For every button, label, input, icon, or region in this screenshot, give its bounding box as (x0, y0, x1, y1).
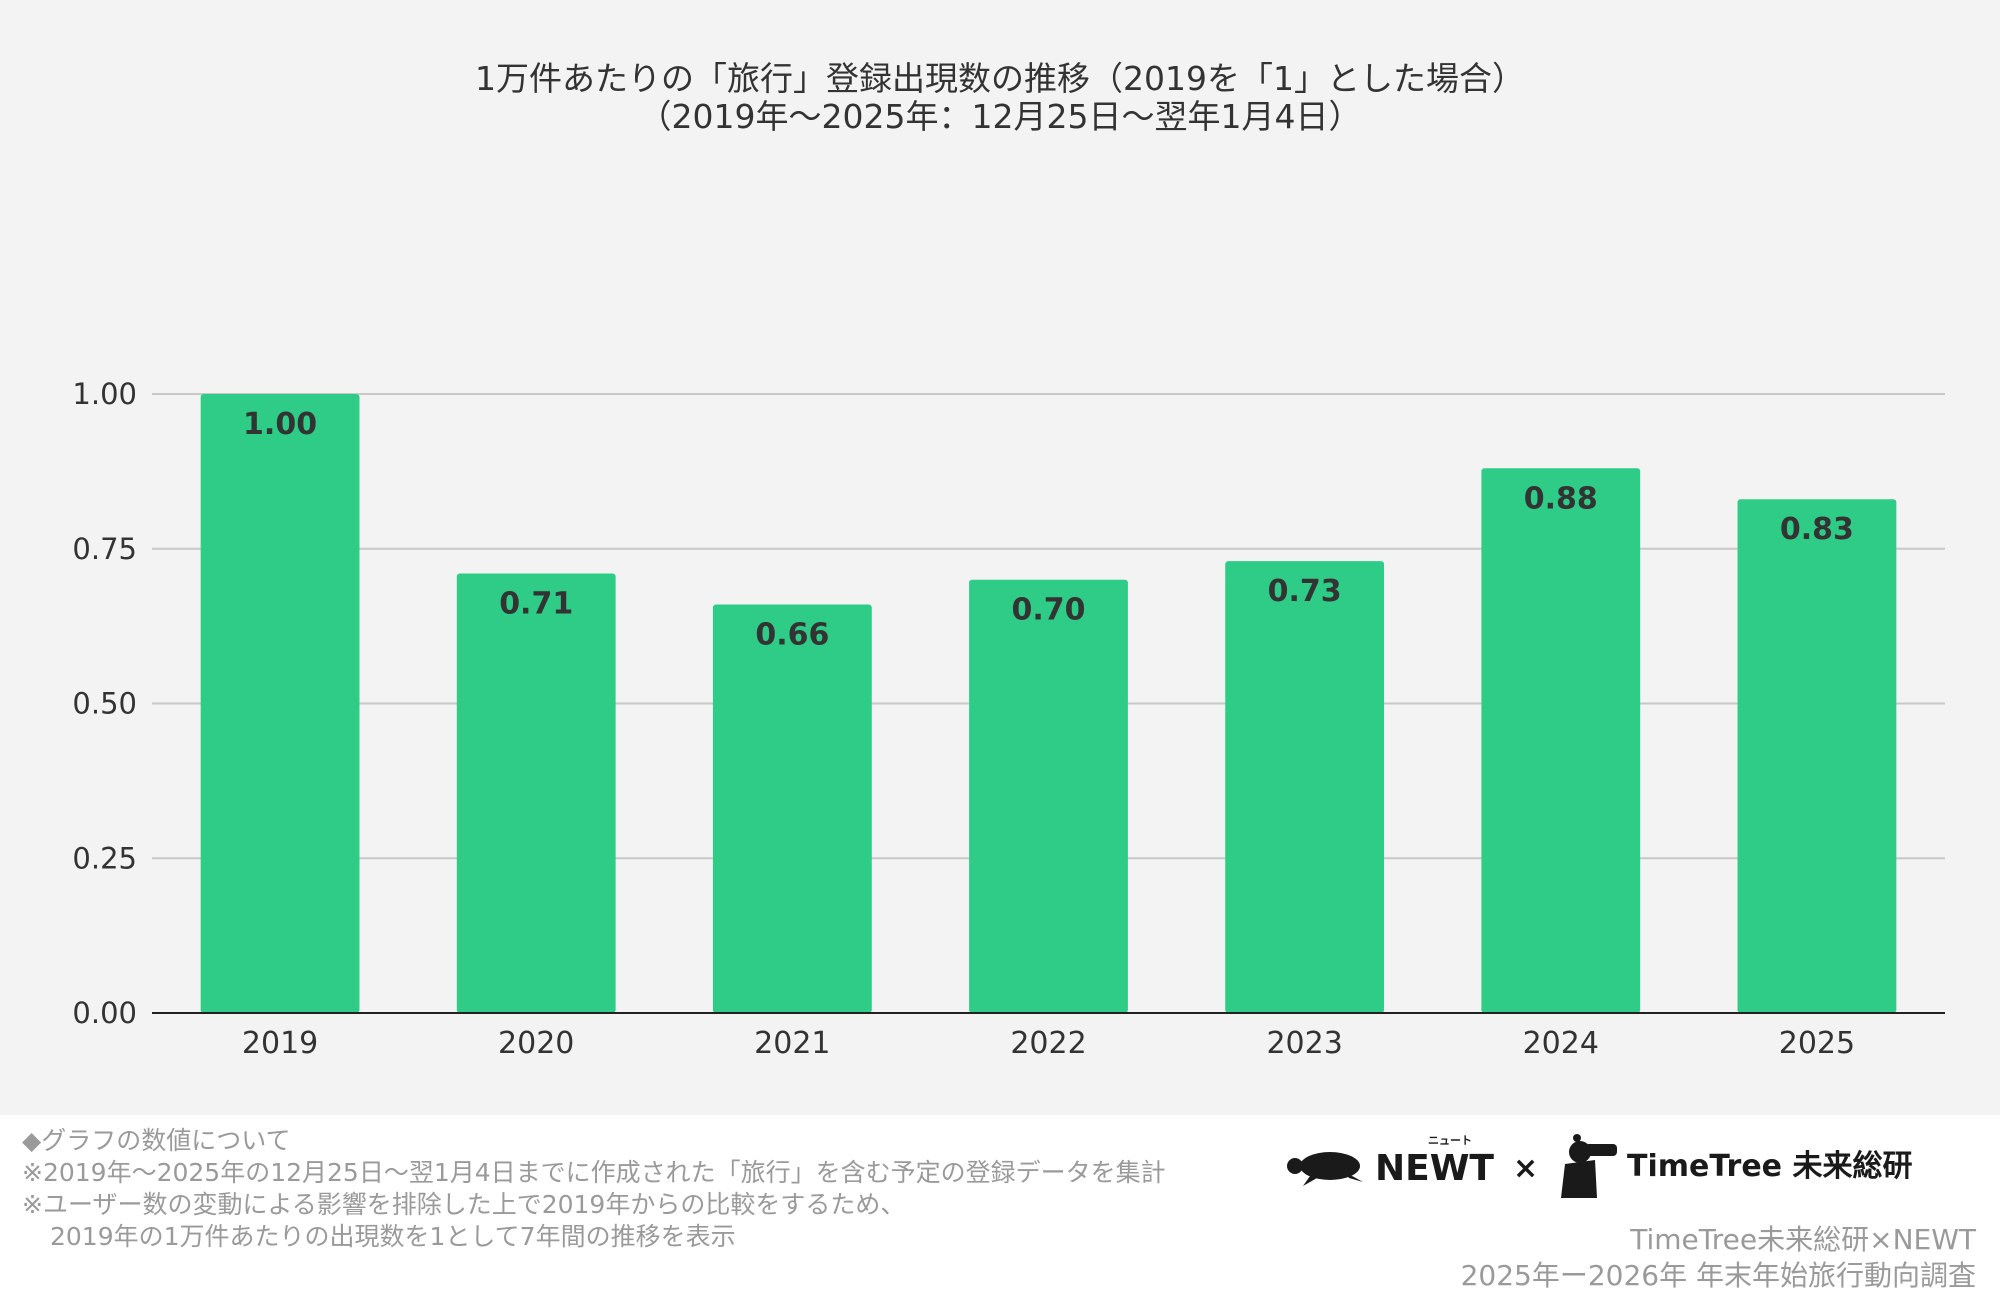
y-tick-label: 1.00 (72, 377, 137, 411)
y-tick-label: 0.00 (72, 996, 137, 1030)
times-sign: × (1513, 1151, 1538, 1186)
bar (200, 394, 360, 1013)
bar (1225, 561, 1385, 1013)
data-label: 0.73 (1268, 574, 1342, 609)
chart-title: 1万件あたりの「旅行」登録出現数の推移（2019を「1」とした場合） (475, 59, 1525, 98)
data-label: 1.00 (243, 407, 317, 442)
notes-heading: ◆グラフの数値について (22, 1126, 291, 1155)
bar (1737, 499, 1897, 1014)
x-tick-label: 2023 (1266, 1026, 1342, 1061)
data-label: 0.88 (1524, 481, 1598, 516)
data-label: 0.66 (755, 617, 829, 652)
logos: ニュート NEWT × TimeTree 未来総研 (1287, 1134, 1912, 1198)
credit-line-2: 2025年ー2026年 年末年始旅行動向調査 (1460, 1259, 1976, 1292)
x-tick-label: 2025 (1779, 1026, 1855, 1061)
bar (969, 579, 1128, 1013)
y-tick-label: 0.25 (72, 841, 137, 875)
data-label: 0.70 (1011, 593, 1085, 628)
x-tick-label: 2021 (754, 1026, 830, 1061)
bar (1481, 468, 1641, 1013)
bar (712, 604, 872, 1013)
data-label: 0.71 (499, 587, 573, 622)
notes-line-1: ※2019年〜2025年の12月25日〜翌1月4日までに作成された「旅行」を含む… (22, 1158, 1166, 1187)
notes-line-2: ※ユーザー数の変動による影響を排除した上で2019年からの比較をするため、 (22, 1190, 906, 1219)
x-tick-label: 2020 (498, 1026, 574, 1061)
credit-line-1: TimeTree未来総研×NEWT (1630, 1223, 1976, 1256)
newt-ruby: ニュート (1428, 1134, 1472, 1147)
notes-line-3: 2019年の1万件あたりの出現数を1として7年間の推移を表示 (50, 1222, 736, 1251)
notes: ◆グラフの数値について ※2019年〜2025年の12月25日〜翌1月4日までに… (22, 1125, 1166, 1253)
x-tick-label: 2019 (242, 1026, 318, 1061)
bar (456, 573, 616, 1013)
bar-chart: 0.00 0.25 0.50 0.75 1.00 1.00 2019 0.71 2020 0.66… (72, 377, 1945, 1061)
x-tick-label: 2022 (1010, 1026, 1086, 1061)
binoculars-person-icon (1561, 1134, 1617, 1198)
chart-subtitle: （2019年〜2025年：12月25日〜翌年1月4日） (638, 97, 1362, 136)
y-tick-label: 0.75 (72, 532, 137, 566)
x-tick-label: 2024 (1523, 1026, 1599, 1061)
newt-logo: NEWT (1375, 1148, 1494, 1189)
timetree-logo: TimeTree 未来総研 (1627, 1149, 1912, 1184)
turtle-icon (1287, 1152, 1363, 1186)
y-tick-label: 0.50 (72, 687, 137, 721)
data-label: 0.83 (1780, 512, 1854, 547)
